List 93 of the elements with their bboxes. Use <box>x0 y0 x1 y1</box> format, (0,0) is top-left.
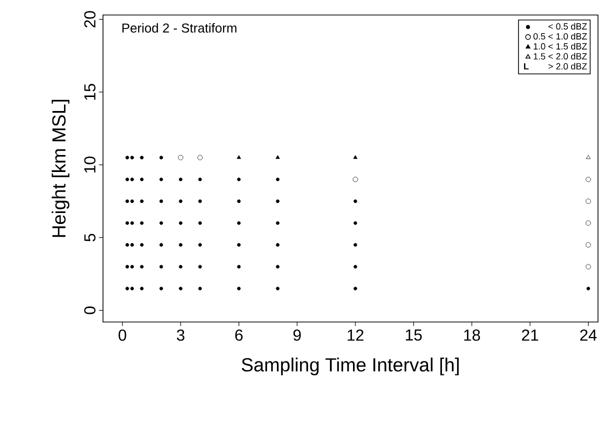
point <box>159 199 164 204</box>
point <box>276 286 280 290</box>
point <box>276 155 280 159</box>
point <box>159 221 164 225</box>
point <box>130 221 134 225</box>
point <box>125 156 130 160</box>
point <box>130 243 134 247</box>
point <box>276 221 280 225</box>
chart-title: Period 2 - Stratiform <box>122 23 236 33</box>
y-tick-label: 15 <box>84 84 96 100</box>
legend-label: < 0.5 dBZ <box>548 22 587 30</box>
legend-label: 1.5 < 2.0 dBZ <box>534 52 587 60</box>
point <box>586 242 591 248</box>
x-tick-label: 24 <box>580 330 597 341</box>
point <box>198 243 202 247</box>
point <box>130 286 134 290</box>
point <box>125 199 130 204</box>
point <box>130 264 134 269</box>
point <box>198 178 202 182</box>
point <box>276 199 280 204</box>
x-tick-label: 3 <box>176 330 184 341</box>
legend-label: 1.0 < 1.5 dBZ <box>534 42 587 50</box>
point <box>178 243 182 247</box>
x-tick-label: 9 <box>293 330 301 341</box>
point <box>237 286 241 290</box>
point <box>125 221 130 225</box>
point <box>198 264 202 269</box>
point <box>159 264 164 269</box>
point <box>159 178 164 182</box>
point <box>130 156 134 160</box>
point <box>159 286 164 290</box>
point <box>237 178 241 182</box>
point <box>140 264 144 269</box>
point <box>125 264 130 269</box>
y-axis-title: Height [km MSL] <box>52 100 70 237</box>
point <box>125 286 130 290</box>
x-tick-label: 12 <box>348 330 364 341</box>
point <box>125 243 130 247</box>
x-tick-label: 21 <box>522 330 538 341</box>
point <box>198 221 202 225</box>
x-tick-label: 6 <box>235 330 243 341</box>
point <box>237 264 241 269</box>
y-tick-label: 20 <box>84 11 96 28</box>
point <box>586 220 591 226</box>
point <box>140 221 144 225</box>
annotation: L <box>524 63 529 70</box>
point <box>140 178 144 182</box>
point <box>178 264 182 269</box>
point <box>140 286 144 290</box>
point <box>237 199 241 204</box>
point <box>140 156 144 160</box>
point <box>130 178 134 182</box>
point <box>140 243 144 247</box>
point <box>276 178 280 182</box>
point <box>198 286 202 290</box>
point <box>178 154 184 160</box>
point <box>586 264 591 270</box>
point <box>197 154 203 160</box>
point <box>178 178 182 182</box>
point <box>198 199 202 204</box>
point <box>586 198 591 204</box>
x-tick-label: 15 <box>406 330 422 341</box>
point <box>130 199 134 204</box>
point <box>354 264 358 269</box>
point <box>237 221 241 225</box>
x-tick-label: 0 <box>118 330 126 341</box>
y-tick-label: 5 <box>84 234 96 242</box>
point <box>178 199 182 204</box>
legend-label: > 2.0 dBZ <box>548 62 587 70</box>
point <box>178 221 182 225</box>
point <box>352 176 358 182</box>
x-tick-label: 18 <box>464 330 480 341</box>
point <box>159 156 164 160</box>
point <box>276 243 280 247</box>
point <box>586 154 591 159</box>
point <box>353 155 358 159</box>
point <box>140 199 144 204</box>
point <box>125 178 130 182</box>
point <box>276 264 280 269</box>
legend-label: 0.5 < 1.0 dBZ <box>533 32 587 40</box>
y-tick-label: 10 <box>84 156 96 173</box>
point <box>354 221 358 225</box>
point <box>178 286 182 290</box>
point <box>586 286 590 290</box>
point <box>354 199 358 204</box>
x-axis-title: Sampling Time Interval [h] <box>242 358 459 376</box>
point <box>354 243 358 247</box>
y-tick-label: 0 <box>84 306 96 314</box>
point <box>159 243 164 247</box>
point <box>236 155 241 159</box>
point <box>586 176 591 182</box>
point <box>237 243 241 247</box>
point <box>354 286 358 290</box>
